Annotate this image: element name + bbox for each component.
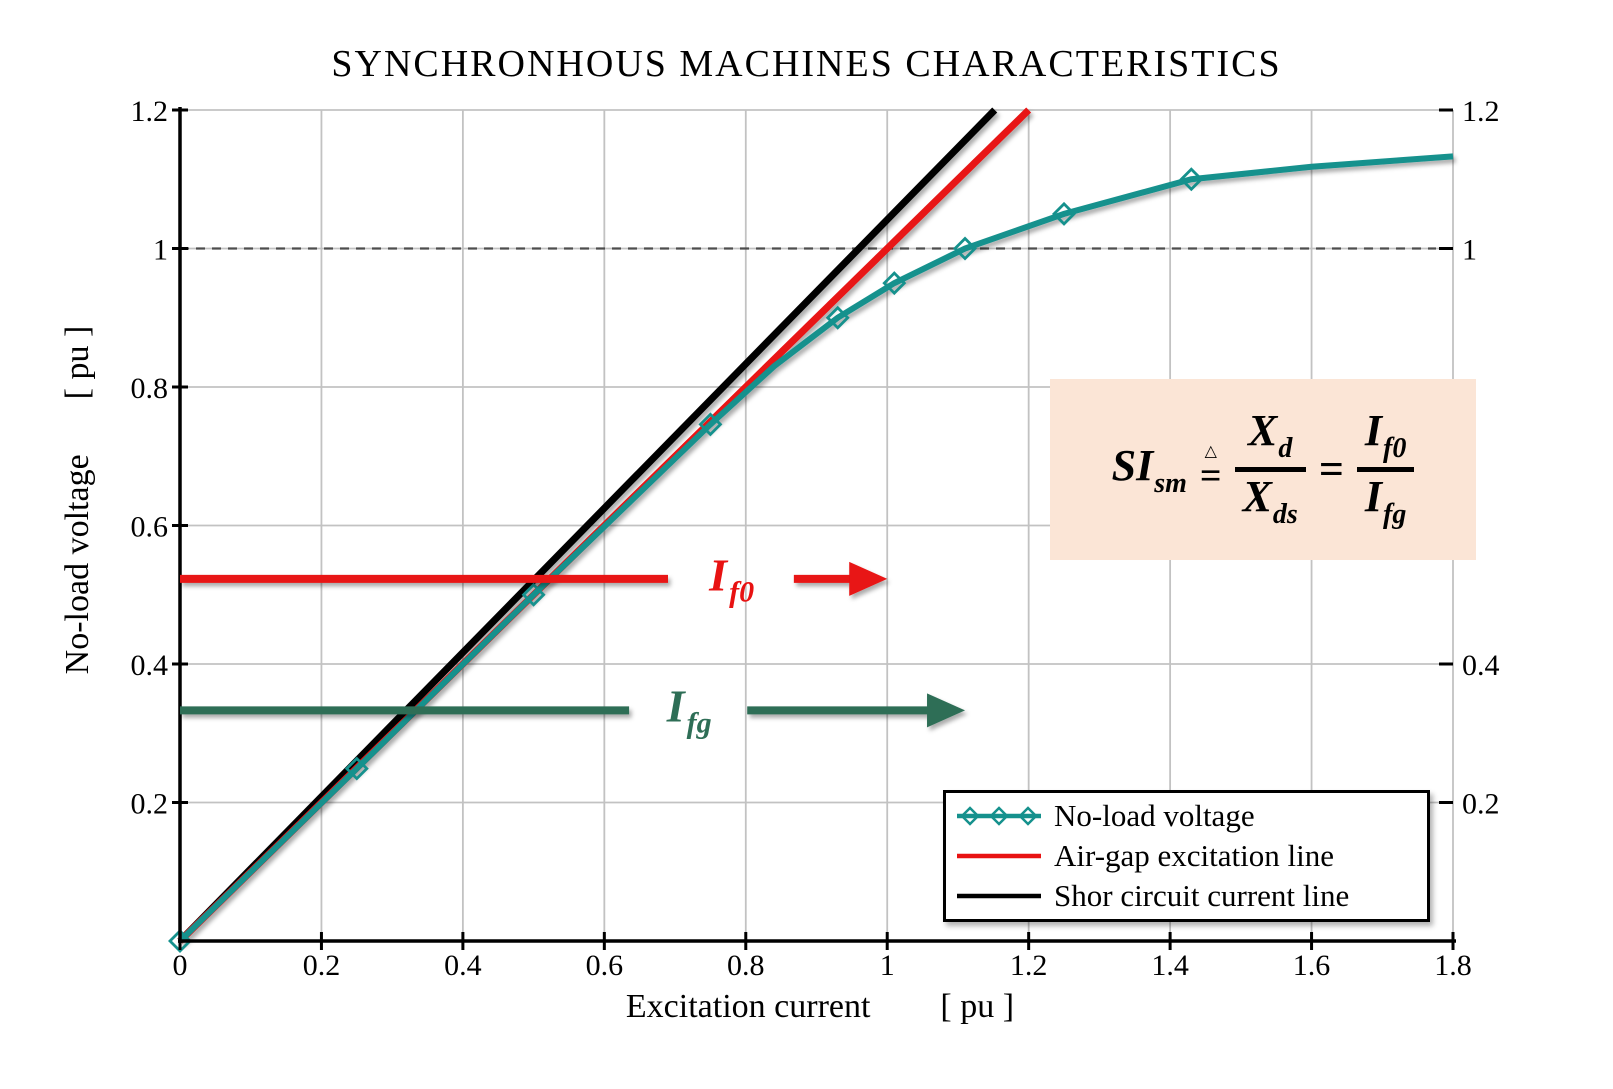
x-axis-label: Excitation current [ pu ] [626, 988, 1014, 1026]
svg-text:1.2: 1.2 [131, 95, 169, 128]
legend-item-airgap: Air-gap excitation line [946, 836, 1427, 876]
svg-text:0.6: 0.6 [131, 511, 169, 544]
x-axis-unit: [ pu ] [940, 988, 1015, 1025]
svg-text:1.2: 1.2 [1010, 949, 1048, 982]
annotation-ifg-subscript: fg [686, 706, 712, 740]
svg-text:1.2: 1.2 [1462, 95, 1500, 128]
legend-label-shortcircuit: Shor circuit current line [1054, 878, 1350, 913]
formula-lhs: SIsm [1111, 440, 1187, 499]
svg-text:0.8: 0.8 [727, 949, 765, 982]
svg-text:1: 1 [880, 949, 895, 982]
legend-item-noload: No-load voltage [946, 796, 1427, 836]
svg-text:0.2: 0.2 [303, 949, 341, 982]
annotation-arrows [180, 561, 966, 728]
svg-text:0.4: 0.4 [444, 949, 482, 982]
legend-label-noload: No-load voltage [1054, 798, 1255, 833]
series-black [177, 107, 998, 944]
svg-text:0.8: 0.8 [131, 372, 169, 405]
chart-title: SYNCHRONHOUS MACHINES CHARACTERISTICS [331, 43, 1282, 85]
triangle-glyph: △ [1204, 441, 1217, 460]
series-teal [177, 153, 1454, 944]
svg-text:1.6: 1.6 [1293, 949, 1331, 982]
formula-equals: = [1318, 445, 1344, 494]
formula-box: SIsm △ = Xd Xds = If0 Ifg [1050, 379, 1476, 560]
legend-sample-shortcircuit-line [957, 893, 1041, 899]
delta-equal-sign: △ = [1199, 441, 1222, 497]
annotation-if0-symbol: I [709, 549, 728, 601]
noload-curve-markers [168, 167, 1204, 953]
annotation-ifg-label: Ifg [667, 680, 712, 741]
legend-label-airgap: Air-gap excitation line [1054, 838, 1334, 873]
svg-text:0.4: 0.4 [131, 649, 169, 682]
annotation-if0-subscript: f0 [729, 575, 755, 609]
annotation-if0-label: If0 [709, 548, 754, 609]
annotation-ifg-symbol: I [666, 680, 685, 732]
formula-fraction-xd-xds: Xd Xds [1234, 409, 1306, 529]
legend-sample-airgap-line [957, 853, 1041, 859]
svg-text:0: 0 [173, 949, 188, 982]
svg-text:1.8: 1.8 [1434, 949, 1472, 982]
svg-text:1: 1 [1462, 234, 1477, 267]
svg-text:0.2: 0.2 [1462, 788, 1500, 821]
series-lines [177, 107, 1454, 944]
formula-fraction-if0-ifg: If0 Ifg [1356, 409, 1415, 529]
svg-text:1.4: 1.4 [1151, 949, 1189, 982]
x-axis-label-text: Excitation current [625, 988, 871, 1025]
svg-text:0.6: 0.6 [586, 949, 624, 982]
legend-item-shortcircuit: Shor circuit current line [946, 876, 1427, 916]
legend: No-load voltage Air-gap excitation line … [943, 790, 1430, 922]
axes: 0 0.2 0.4 0.6 0.8 1 1.2 1.4 1.6 1.8 0.2 0.4 0.6 0.8 1 1… [131, 95, 1500, 982]
svg-text:0.2: 0.2 [131, 788, 169, 821]
svg-text:1: 1 [153, 234, 168, 267]
svg-text:0.4: 0.4 [1462, 649, 1500, 682]
